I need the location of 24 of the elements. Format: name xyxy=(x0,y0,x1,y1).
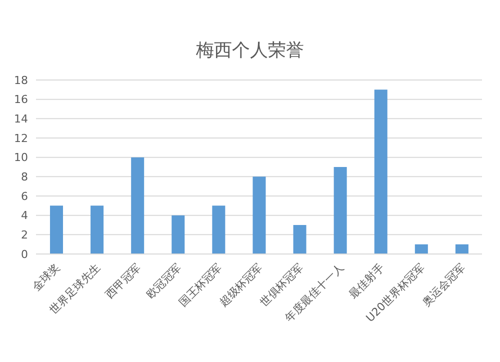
y-tick-label: 18 xyxy=(14,74,28,87)
y-tick-label: 4 xyxy=(21,209,28,222)
bar xyxy=(293,225,306,254)
y-tick-label: 0 xyxy=(21,248,28,261)
bar xyxy=(131,157,144,254)
y-tick-label: 8 xyxy=(21,170,28,184)
y-tick-label: 12 xyxy=(14,132,28,145)
bar xyxy=(455,244,468,254)
bar xyxy=(90,206,104,254)
y-tick-label: 14 xyxy=(14,112,28,126)
bar xyxy=(212,206,226,254)
y-tick-label: 10 xyxy=(14,151,28,164)
y-tick-label: 16 xyxy=(14,93,28,106)
y-tick-label: 6 xyxy=(21,190,28,203)
bar xyxy=(414,244,428,254)
bar xyxy=(50,206,63,254)
x-tick-label: 西甲冠军 xyxy=(103,260,144,302)
bar xyxy=(252,176,266,254)
bar xyxy=(172,215,185,254)
bar xyxy=(334,167,347,254)
y-tick-label: 2 xyxy=(21,228,28,242)
chart-title: 梅西个人荣誉 xyxy=(195,39,305,63)
bar xyxy=(374,90,388,254)
x-tick-label: 金球奖 xyxy=(30,260,62,294)
